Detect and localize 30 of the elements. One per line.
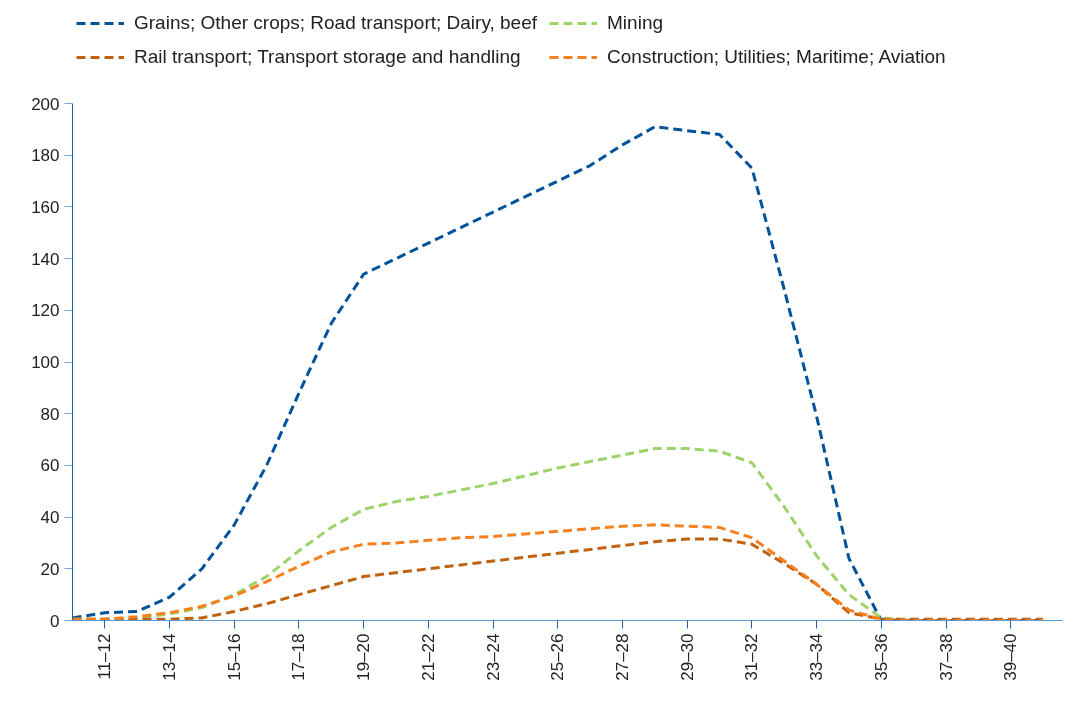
y-tick-label: 160 [31, 197, 60, 217]
y-tick-label: 40 [40, 508, 60, 528]
x-tick-label: 13–14 [160, 633, 180, 681]
x-tick-label: 29–30 [677, 633, 697, 681]
x-tick-label: 35–36 [871, 633, 891, 681]
y-tick-label: 200 [31, 94, 60, 114]
y-tick-label: 80 [40, 404, 60, 424]
legend-label: Construction; Utilities; Maritime; Aviation [607, 46, 947, 68]
y-tick-label: 60 [40, 456, 60, 476]
x-tick-label: 23–24 [483, 633, 503, 681]
x-tick-label: 17–18 [289, 633, 309, 681]
x-tick-label: 21–22 [418, 633, 438, 681]
x-tick-label: 31–32 [742, 633, 762, 681]
legend-label: Grains; Other crops; Road transport; Dairy, beef [134, 12, 538, 34]
x-tick-label: 27–28 [613, 633, 632, 681]
x-tick-label: 19–20 [354, 633, 374, 681]
y-tick-label: 120 [31, 301, 60, 321]
x-tick-label: 39–40 [1001, 633, 1021, 681]
legend-label: Rail transport; Transport storage and handling [134, 46, 522, 68]
x-tick-label: 37–38 [936, 633, 956, 681]
x-tick-label: 11–12 [95, 633, 115, 680]
y-tick-label: 100 [31, 353, 60, 372]
x-tick-label: 15–16 [224, 633, 244, 681]
y-tick-label: 0 [50, 611, 60, 631]
y-tick-label: 140 [31, 249, 60, 269]
x-tick-label: 33–34 [807, 633, 827, 681]
legend-label: Mining [607, 12, 665, 34]
y-tick-label: 180 [31, 146, 60, 166]
y-tick-label: 20 [40, 559, 60, 579]
x-tick-label: 25–26 [548, 633, 568, 681]
